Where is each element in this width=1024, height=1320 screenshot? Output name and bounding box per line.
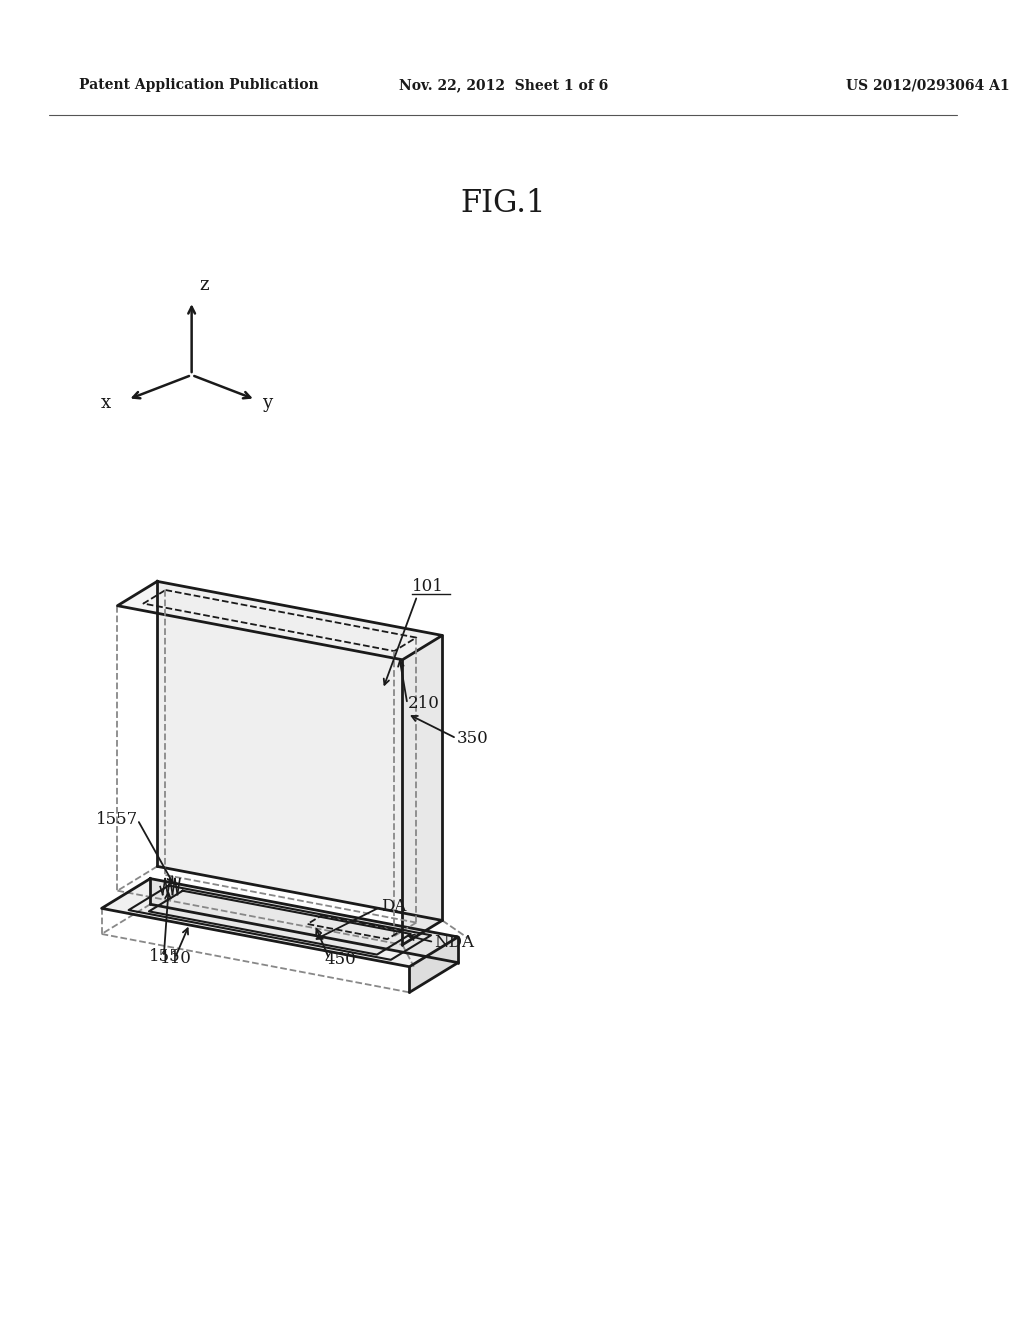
Text: y: y xyxy=(262,393,272,412)
Polygon shape xyxy=(118,581,442,660)
Polygon shape xyxy=(101,879,458,966)
Text: DA: DA xyxy=(381,898,407,915)
Polygon shape xyxy=(402,635,442,945)
Text: 350: 350 xyxy=(457,730,488,747)
Text: 450: 450 xyxy=(325,950,356,968)
Text: FIG.1: FIG.1 xyxy=(461,187,546,219)
Text: US 2012/0293064 A1: US 2012/0293064 A1 xyxy=(846,78,1010,92)
Text: z: z xyxy=(200,276,209,294)
Text: NDA: NDA xyxy=(434,933,474,950)
Text: 155: 155 xyxy=(150,948,180,965)
Text: 210: 210 xyxy=(408,696,439,713)
Polygon shape xyxy=(151,879,458,962)
Text: 110: 110 xyxy=(160,950,191,966)
Text: x: x xyxy=(101,393,111,412)
Text: Patent Application Publication: Patent Application Publication xyxy=(79,78,318,92)
Polygon shape xyxy=(410,937,458,993)
Text: Nov. 22, 2012  Sheet 1 of 6: Nov. 22, 2012 Sheet 1 of 6 xyxy=(398,78,608,92)
Polygon shape xyxy=(148,891,411,954)
Text: 1557: 1557 xyxy=(96,812,138,828)
Polygon shape xyxy=(158,581,442,920)
Text: 101: 101 xyxy=(413,578,444,594)
